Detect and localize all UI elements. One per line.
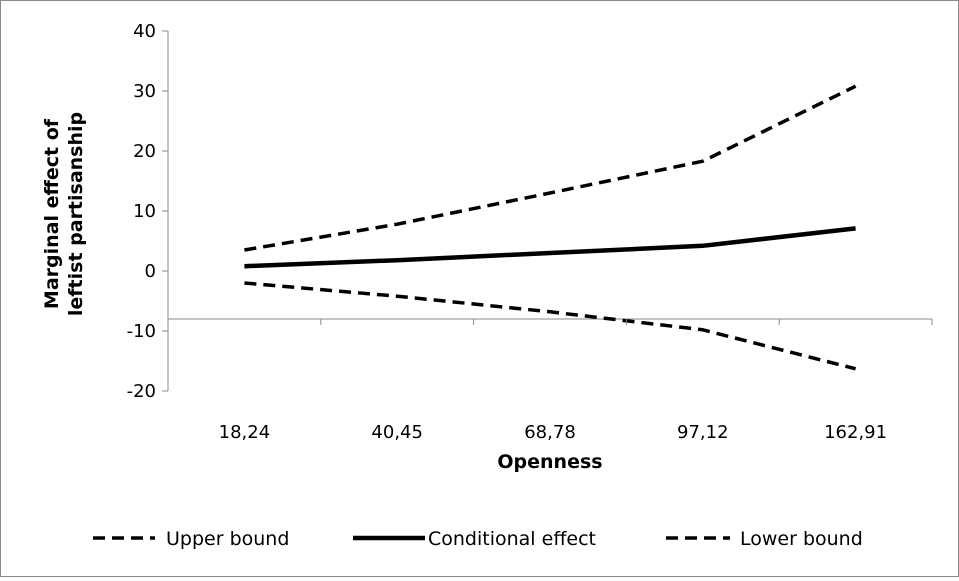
legend-label-upper-bound: Upper bound: [166, 528, 289, 550]
legend-label-conditional-effect: Conditional effect: [428, 528, 596, 550]
x-tick-label: 18,24: [219, 422, 271, 443]
x-axis-ticks: 18,24 40,45 68,78 97,12 162,91: [167, 319, 933, 443]
y-axis-title-line-2: leftist partisanship: [65, 112, 87, 316]
x-tick-label: 68,78: [524, 422, 576, 443]
legend-item-upper-bound: Upper bound: [93, 528, 289, 550]
legend-label-lower-bound: Lower bound: [740, 528, 863, 550]
y-tick-label: -10: [127, 321, 156, 342]
y-tick-label: 10: [133, 201, 156, 222]
y-tick-label: 40: [133, 21, 156, 42]
x-axis-title: Openness: [497, 451, 602, 473]
y-tick-label: 20: [133, 141, 156, 162]
legend-item-conditional-effect: Conditional effect: [353, 528, 596, 550]
x-tick-label: 162,91: [824, 422, 887, 443]
legend-item-lower-bound: Lower bound: [666, 528, 863, 550]
y-tick-label: -20: [127, 381, 156, 402]
y-axis-title-line-1: Marginal effect of: [41, 118, 63, 309]
legend: Upper bound Conditional effect Lower bou…: [93, 528, 863, 550]
series-lines: [244, 84, 857, 371]
x-tick-label: 40,45: [371, 422, 423, 443]
y-axis-ticks: 40 30 20 10 0 -10 -20: [127, 21, 168, 402]
y-tick-label: 30: [133, 81, 156, 102]
x-tick-label: 97,12: [677, 422, 729, 443]
y-tick-label: 0: [145, 261, 156, 282]
series-line-lower-bound: [244, 281, 857, 371]
series-line-conditional-effect: [244, 226, 856, 269]
series-line-upper-bound: [244, 84, 857, 252]
